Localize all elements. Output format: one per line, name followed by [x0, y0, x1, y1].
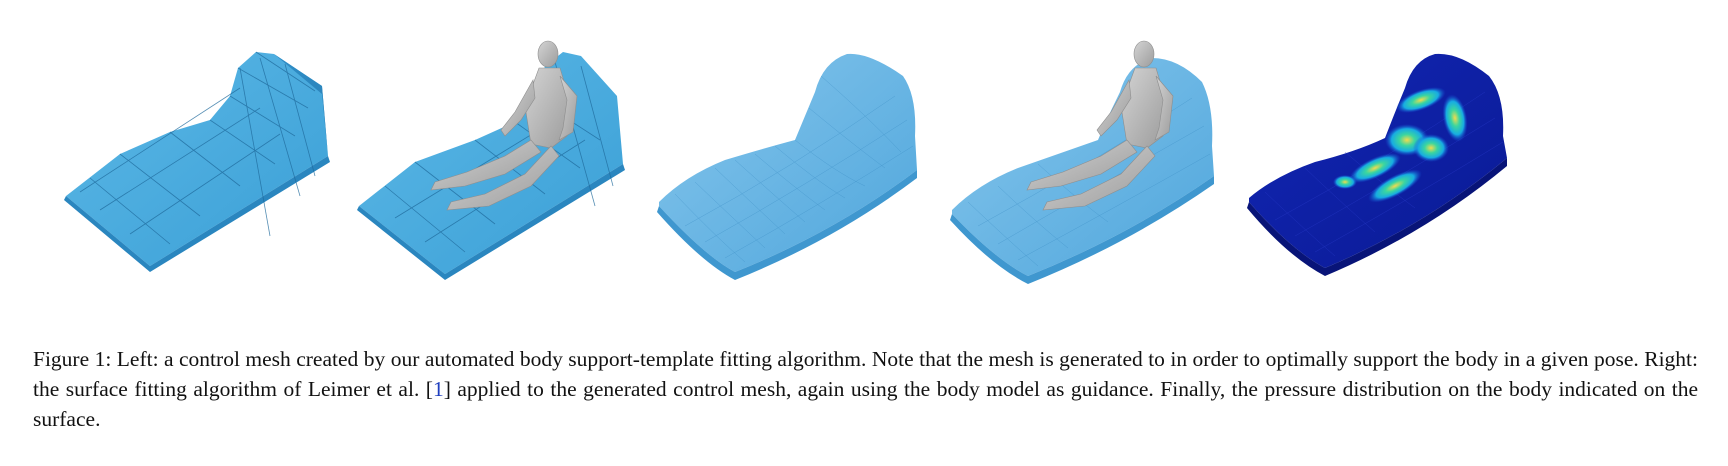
citation-link[interactable]: 1	[432, 377, 444, 401]
panel-pressure-distribution	[1247, 53, 1507, 276]
human-body-model	[1026, 40, 1174, 211]
mesh-side	[274, 54, 328, 156]
panel-fitted-surface	[657, 53, 917, 280]
panel-control-mesh-with-body	[357, 40, 625, 280]
figure-panels	[64, 40, 1507, 284]
panel-control-mesh	[64, 51, 330, 272]
pressure-hotspots	[1333, 87, 1468, 203]
surface-top	[659, 53, 917, 272]
panel-fitted-surface-with-body	[950, 40, 1214, 284]
human-body-model	[430, 40, 578, 211]
caption-text-part1: Figure 1: Left: a control mesh created b…	[33, 347, 1698, 401]
surface-grid-lines	[674, 75, 914, 263]
mesh-grid-lines	[79, 51, 316, 245]
caption-text-part2: ] applied to the generated control mesh,…	[33, 377, 1698, 431]
figure-caption: Figure 1: Left: a control mesh created b…	[33, 344, 1698, 434]
